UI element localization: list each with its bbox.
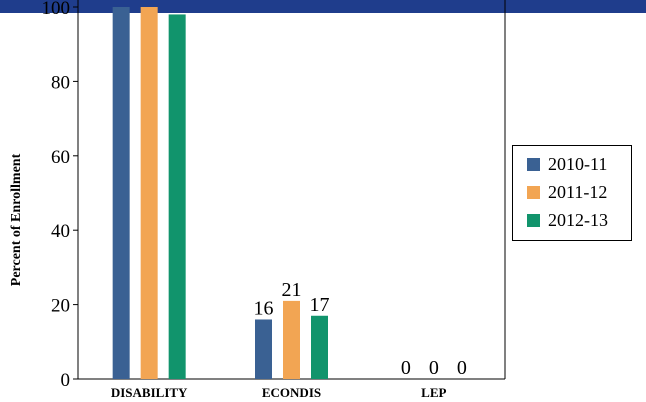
bar-econdis-2011-12 bbox=[283, 300, 300, 379]
data-label: 0 bbox=[429, 357, 439, 379]
data-label: 0 bbox=[457, 357, 467, 379]
x-tick-label: ECONDIS bbox=[262, 385, 321, 400]
legend-item: 2010-11 bbox=[527, 153, 607, 175]
data-label: 21 bbox=[282, 279, 302, 301]
y-tick-label: 60 bbox=[51, 147, 70, 168]
legend-swatch bbox=[527, 213, 540, 227]
legend-label: 2012-13 bbox=[548, 209, 608, 230]
bar-econdis-2012-13 bbox=[311, 315, 328, 379]
bar-disability-2011-12 bbox=[140, 7, 158, 379]
legend-label: 2011-12 bbox=[548, 181, 608, 202]
legend: 2010-11 2011-12 2012-13 bbox=[512, 145, 632, 241]
y-axis-label: Percent of Enrollment bbox=[9, 153, 24, 286]
legend-label: 2010-11 bbox=[548, 153, 608, 174]
y-tick-label: 20 bbox=[51, 296, 70, 317]
legend-swatch bbox=[527, 157, 540, 171]
data-label: 16 bbox=[254, 297, 274, 319]
bars bbox=[112, 7, 328, 379]
legend-item: 2012-13 bbox=[527, 209, 608, 231]
legend-swatch bbox=[527, 185, 540, 199]
x-tick-label: DISABILITY bbox=[111, 385, 188, 400]
y-tick-label: 0 bbox=[61, 370, 71, 391]
y-tick-label: 80 bbox=[51, 72, 70, 93]
y-tick-label: 100 bbox=[42, 0, 71, 19]
y-axis-ticks: 0 20 40 60 80 100 bbox=[42, 0, 78, 391]
bar-disability-2012-13 bbox=[168, 14, 186, 379]
bar-econdis-2010-11 bbox=[255, 319, 272, 379]
x-tick-label: LEP bbox=[421, 385, 446, 400]
bar-disability-2010-11 bbox=[112, 7, 130, 379]
y-tick-label: 40 bbox=[51, 221, 70, 242]
legend-item: 2011-12 bbox=[527, 181, 607, 203]
top-banner bbox=[0, 0, 646, 13]
data-label: 0 bbox=[401, 357, 411, 379]
data-label: 17 bbox=[310, 294, 330, 316]
x-axis-ticks: DISABILITY ECONDIS LEP bbox=[111, 385, 447, 400]
